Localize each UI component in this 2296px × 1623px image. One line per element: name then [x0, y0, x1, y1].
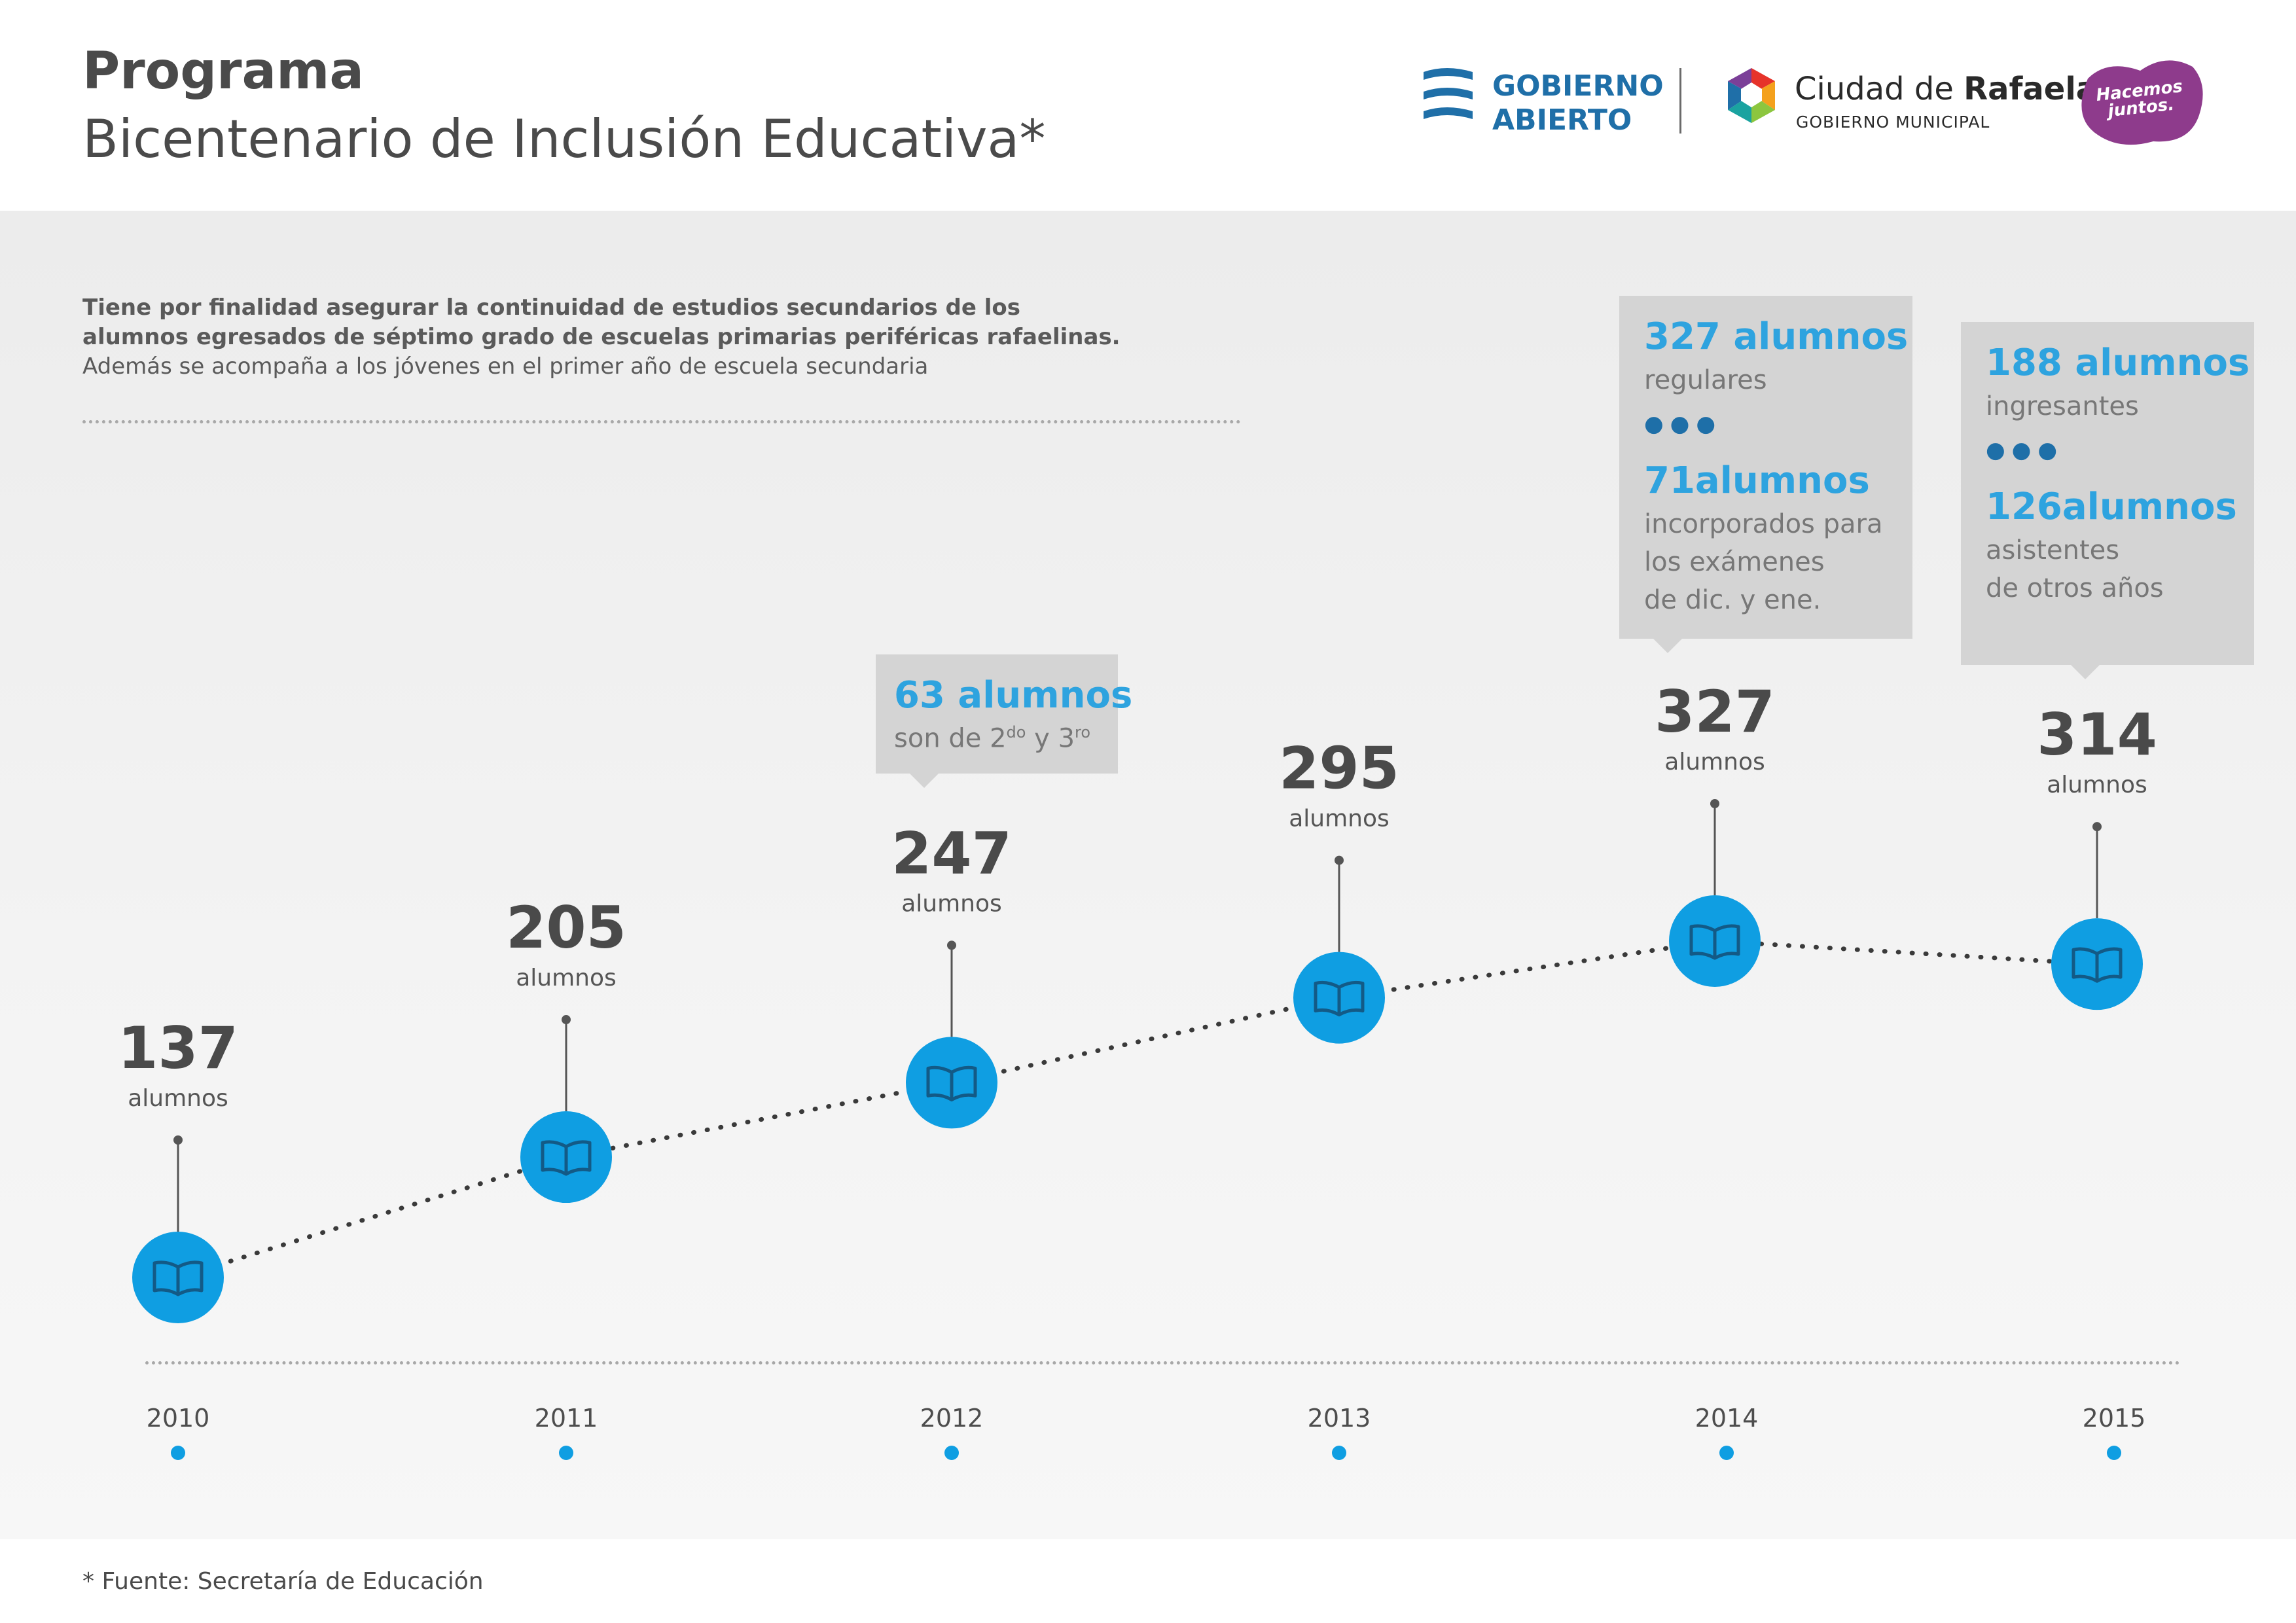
stem-dot-2010: [173, 1135, 183, 1145]
unit-label-2012: alumnos: [901, 890, 1002, 917]
value-label-2011: 205: [506, 894, 626, 961]
callout-2012-sup-b: ro: [1075, 723, 1091, 741]
stem-dot-2011: [562, 1015, 571, 1025]
x-axis-line: [145, 1361, 2181, 1364]
stem-dot-2012: [947, 940, 956, 950]
ciudad-rafaela-logo: Ciudad de Rafaela GOBIERNO MUNICIPAL: [1719, 63, 2097, 141]
unit-label-2014: alumnos: [1664, 749, 1765, 776]
open-book-icon: [152, 1260, 204, 1296]
value-label-2013: 295: [1279, 735, 1399, 802]
ciudad-rafaela-subtitle: GOBIERNO MUNICIPAL: [1796, 113, 1990, 132]
intro-line-1: Tiene por finalidad asegurar la continui…: [82, 294, 1020, 321]
ciudad-name-bold: Rafaela: [1964, 71, 2098, 107]
open-book-icon: [1314, 980, 1365, 1017]
callout-2014-text-1: regulares: [1644, 365, 1767, 395]
gobierno-abierto-logo: GOBIERNO ABIERTO: [1420, 63, 1664, 141]
callout-2014-text-2a: incorporados para: [1644, 509, 1883, 539]
callout-2014-headline-2: 71alumnos: [1644, 459, 1870, 502]
callout-2015-dots: ●●●: [1986, 437, 2064, 463]
unit-label-2010: alumnos: [128, 1085, 228, 1112]
x-tick-label-2013: 2013: [1308, 1404, 1371, 1433]
callout-2014-text-2b: los exámenes: [1644, 547, 1825, 577]
logo-separator: [1679, 68, 1681, 134]
callout-2014-dots: ●●●: [1644, 411, 1723, 437]
stem-dot-2014: [1710, 799, 1719, 808]
callout-2015-text-2a: asistentes: [1986, 535, 2120, 565]
intro-line-2: alumnos egresados de séptimo grado de es…: [82, 324, 1121, 350]
ciudad-rafaela-hexagon-icon: [1728, 68, 1775, 123]
callout-2015-text-2b: de otros años: [1986, 573, 2164, 603]
open-book-icon: [926, 1065, 977, 1101]
callout-2015: 188 alumnos ingresantes ●●● 126alumnos a…: [1961, 322, 2254, 679]
value-label-2012: 247: [891, 819, 1012, 887]
x-tick-dot-2012: [944, 1446, 959, 1460]
open-book-icon: [1689, 924, 1740, 960]
unit-label-2013: alumnos: [1289, 806, 1390, 832]
x-tick-label-2012: 2012: [920, 1404, 984, 1433]
x-tick-dot-2013: [1332, 1446, 1346, 1460]
callout-2014-headline-1: 327 alumnos: [1644, 315, 1909, 358]
ciudad-rafaela-name: Ciudad de Rafaela: [1795, 71, 2097, 107]
unit-label-2011: alumnos: [516, 965, 617, 991]
x-tick-dot-2010: [171, 1446, 185, 1460]
content-band: [0, 211, 2296, 1539]
intro-text: Tiene por finalidad asegurar la continui…: [82, 293, 1228, 382]
value-label-2014: 327: [1655, 678, 1775, 745]
callout-2012-headline: 63 alumnos: [894, 674, 1133, 717]
source-note: * Fuente: Secretaría de Educación: [82, 1568, 484, 1595]
x-tick-dot-2014: [1719, 1446, 1734, 1460]
unit-label-2015: alumnos: [2047, 772, 2147, 798]
callout-2012-sup-a: do: [1006, 723, 1026, 741]
gobierno-abierto-line2: ABIERTO: [1492, 103, 1632, 137]
stem-dot-2013: [1335, 855, 1344, 865]
intro-line-3: Además se acompaña a los jóvenes en el p…: [82, 353, 929, 380]
value-label-2015: 314: [2037, 701, 2157, 768]
series-line: [175, 938, 2100, 1280]
stem-dot-2015: [2092, 822, 2102, 832]
callout-2014-text-2c: de dic. y ene.: [1644, 585, 1821, 615]
intro-divider: [82, 420, 1241, 423]
callout-2012-detail: son de 2do y 3ro: [894, 713, 1090, 757]
gobierno-abierto-line1: GOBIERNO: [1492, 69, 1664, 103]
callout-2012-text-a: son de 2: [894, 723, 1007, 754]
hacemos-juntos-logo: Hacemos juntos.: [2068, 52, 2212, 151]
open-book-icon: [541, 1140, 592, 1176]
gobierno-abierto-icon: [1424, 68, 1473, 119]
callout-2012: 63 alumnos son de 2do y 3ro: [876, 654, 1132, 788]
x-tick-label-2014: 2014: [1695, 1404, 1759, 1433]
callout-2012-text-b: y 3: [1026, 723, 1075, 754]
x-tick-label-2015: 2015: [2083, 1404, 2146, 1433]
ciudad-name-regular: Ciudad de: [1795, 71, 1964, 107]
x-tick-dot-2015: [2107, 1446, 2121, 1460]
page-title: Programa: [82, 42, 365, 101]
callout-2014: 327 alumnos regulares ●●● 71alumnos inco…: [1619, 296, 1912, 653]
hacemos-juntos-blob-icon: [2081, 60, 2203, 145]
x-tick-label-2011: 2011: [535, 1404, 598, 1433]
page-subtitle: Bicentenario de Inclusión Educativa*: [82, 109, 1046, 169]
x-tick-dot-2011: [559, 1446, 573, 1460]
value-label-2010: 137: [118, 1014, 238, 1082]
open-book-icon: [2072, 947, 2123, 983]
x-tick-label-2010: 2010: [147, 1404, 210, 1433]
callout-2015-text-1: ingresantes: [1986, 391, 2139, 421]
callout-2015-headline-2: 126alumnos: [1986, 486, 2237, 528]
callout-2015-headline-1: 188 alumnos: [1986, 342, 2250, 384]
